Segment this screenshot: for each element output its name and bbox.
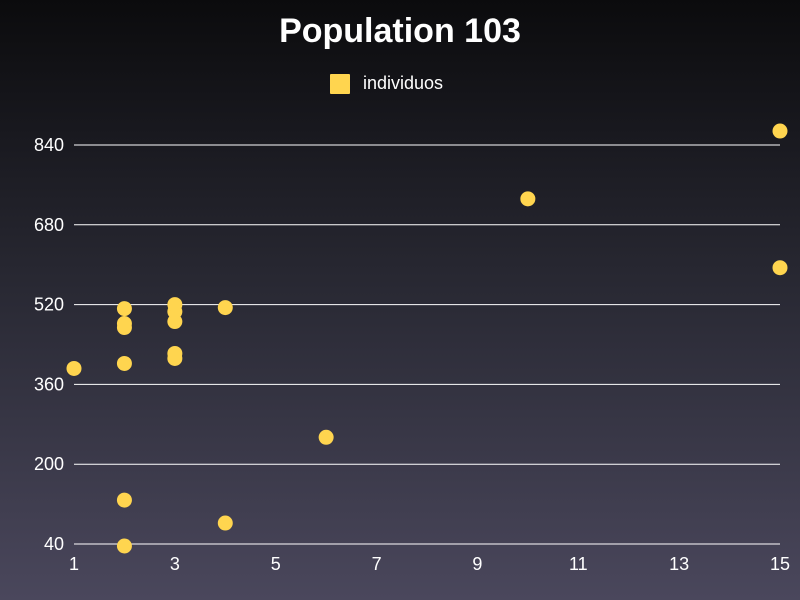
data-point (772, 123, 788, 139)
x-tick-label: 11 (569, 554, 588, 574)
data-point (167, 345, 183, 361)
y-tick-label: 840 (34, 135, 64, 155)
data-point (116, 538, 132, 554)
data-point (116, 301, 132, 317)
data-point (116, 316, 132, 332)
x-tick-label: 3 (170, 554, 180, 574)
chart-title: Population 103 (279, 12, 521, 50)
data-point (66, 360, 82, 376)
legend-swatch (330, 73, 350, 94)
y-tick-label: 200 (34, 454, 64, 474)
x-tick-label: 7 (372, 554, 382, 574)
x-axis-ticks: 1 3 5 7 9 11 13 15 (69, 554, 790, 574)
data-point (167, 297, 183, 313)
data-point (217, 300, 233, 316)
y-tick-label: 680 (34, 215, 64, 235)
data-point (116, 492, 132, 508)
x-tick-label: 5 (271, 554, 281, 574)
x-tick-label: 15 (770, 554, 790, 574)
data-point (217, 515, 233, 531)
x-tick-label: 9 (472, 554, 482, 574)
data-point (772, 260, 788, 276)
data-point (318, 429, 334, 445)
x-tick-label: 13 (669, 554, 689, 574)
gridlines (74, 144, 780, 545)
data-points (66, 123, 788, 554)
y-axis-ticks: 40 200 360 520 680 840 (34, 135, 64, 554)
x-tick-label: 1 (69, 554, 79, 574)
legend: individuos (330, 73, 443, 94)
y-tick-label: 520 (34, 295, 64, 315)
legend-label: individuos (363, 73, 444, 93)
y-tick-label: 360 (34, 374, 64, 394)
y-tick-label: 40 (44, 534, 64, 554)
data-point (520, 191, 536, 207)
data-point (116, 355, 132, 371)
